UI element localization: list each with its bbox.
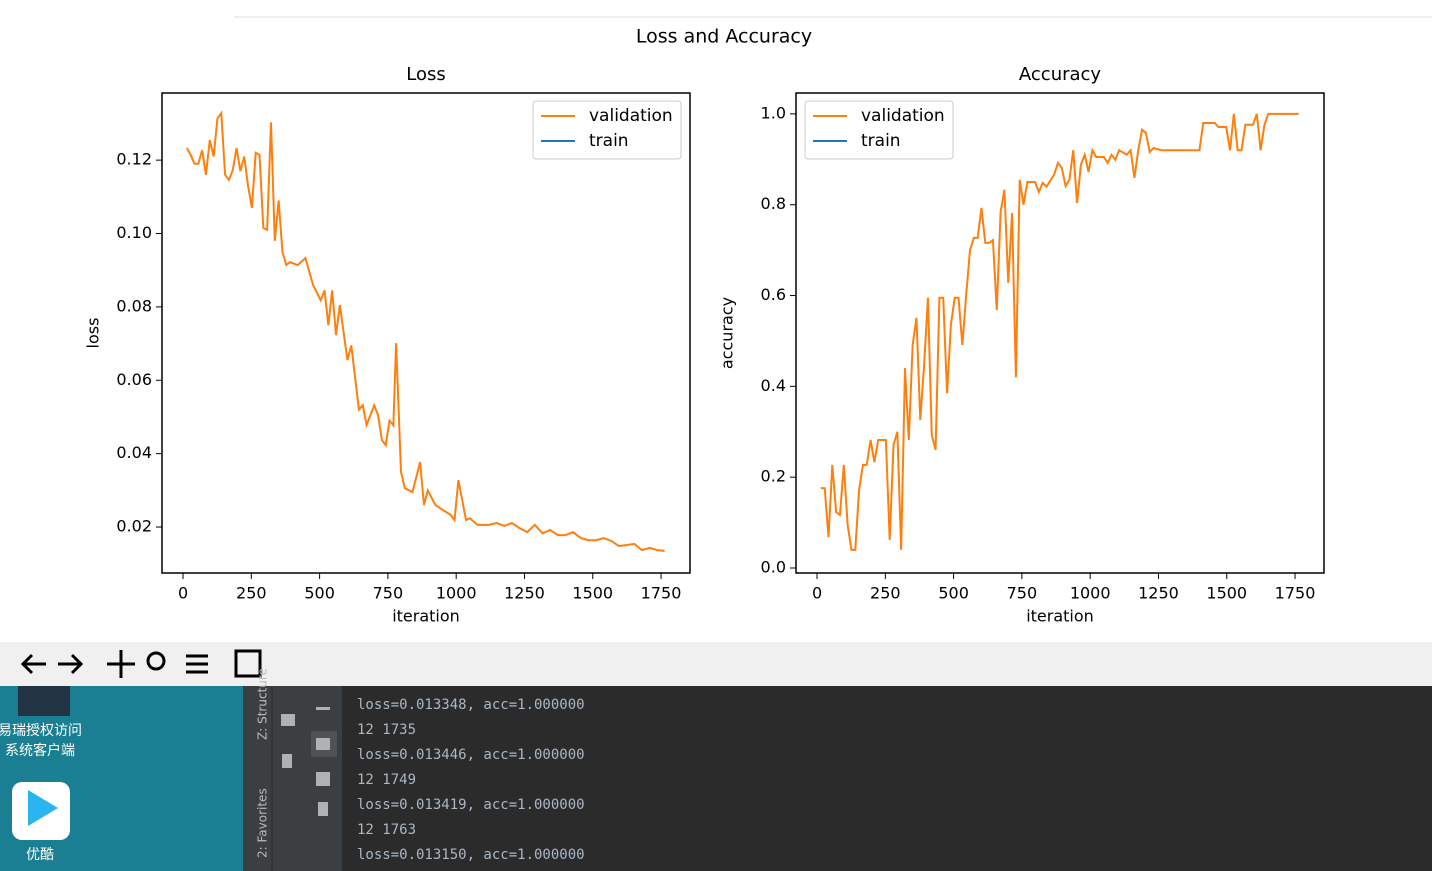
x-tick-label: 500 [304,584,335,603]
y-tick-label: 0.08 [116,296,152,315]
desktop-icon-label: 易瑞授权访问系统客户端 [0,723,82,759]
save-button[interactable] [234,649,262,678]
data-line [185,110,665,552]
y-tick-label: 0.6 [761,285,786,304]
x-tick-label: 250 [870,584,901,603]
y-tick-label: 0.2 [761,467,786,486]
x-tick-label: 250 [236,584,267,603]
plot-frame [161,92,691,574]
x-tick-label: 750 [373,584,404,603]
back-button[interactable] [20,653,46,675]
x-tick-label: 0 [812,584,822,603]
y-tick-label: 1.0 [761,103,786,122]
y-tick-label: 0.06 [116,370,152,389]
pan-button[interactable] [107,650,135,678]
legend-label: train [861,131,901,151]
console-line: loss=0.013150, acc=1.000000 [357,847,585,863]
x-tick-label: 1250 [504,584,545,603]
y-tick-label: 0.10 [116,223,152,242]
toolbar [0,642,1432,686]
x-tick-label: 1750 [1275,584,1316,603]
plot-frame [795,92,1325,574]
zoom-button[interactable] [146,651,166,671]
legend-label: validation [861,106,945,126]
figure-title: Loss and Accuracy [636,26,812,48]
figure-background [0,0,1432,642]
y-tick-label: 0.0 [761,558,786,577]
y-tick-label: 0.02 [116,517,152,536]
y-axis-label: accuracy [718,297,737,369]
data-line [820,112,1299,551]
console-line: 12 1763 [357,822,416,838]
console-line: loss=0.013348, acc=1.000000 [357,697,585,713]
console-line: 12 1749 [357,772,416,788]
legend-label: train [589,131,629,151]
x-tick-label: 1750 [641,584,682,603]
x-axis-label: iteration [1026,607,1094,626]
x-tick-label: 0 [178,584,188,603]
legend-label: validation [589,106,673,126]
x-tick-label: 1250 [1138,584,1179,603]
y-tick-label: 0.04 [116,443,152,462]
side-tab[interactable]: Z: Structure [256,668,270,740]
toolbar-icons [20,649,262,678]
x-tick-label: 1000 [1070,584,1111,603]
y-tick-label: 0.8 [761,194,786,213]
configure-button[interactable] [186,654,208,674]
x-tick-label: 1500 [1206,584,1247,603]
y-tick-label: 0.4 [761,376,786,395]
x-tick-label: 1500 [572,584,613,603]
label-line: 易瑞授权访问 [0,723,82,739]
chart-title: Accuracy [1019,64,1102,85]
youku-logo [28,790,58,826]
console-line: 12 1735 [357,722,416,738]
side-tab[interactable]: 2: Favorites [256,788,270,858]
x-axis-label: iteration [392,607,460,626]
label-line: 系统客户端 [5,742,75,759]
y-tick-label: 0.12 [116,150,152,169]
desktop-icon-label: 优酷 [26,847,54,863]
forward-button[interactable] [58,653,84,675]
tool-icons [281,707,330,816]
x-tick-label: 1000 [436,584,477,603]
console-line: loss=0.013419, acc=1.000000 [357,797,585,813]
app-icon[interactable] [18,686,70,716]
y-axis-label: loss [84,318,103,349]
x-tick-label: 500 [938,584,969,603]
chart-title: Loss [406,64,445,85]
console [342,686,1432,871]
x-tick-label: 750 [1007,584,1038,603]
console-line: loss=0.013446, acc=1.000000 [357,747,585,763]
desktop [0,686,243,871]
